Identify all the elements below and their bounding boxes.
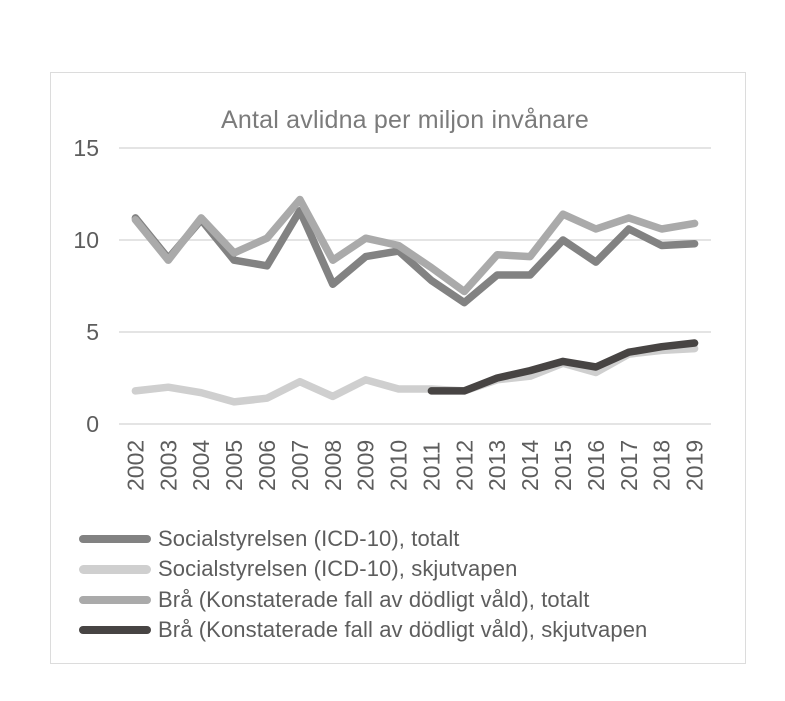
x-axis-tick-label: 2007 bbox=[287, 440, 313, 491]
legend-swatch-icon bbox=[79, 565, 151, 574]
legend-swatch-icon bbox=[79, 534, 151, 544]
line-plot: 0 5 10 15 2002 2003 2004 2005 2006 2007 2008 2009 20… bbox=[73, 135, 711, 491]
chart-frame: Antal avlidna per miljon invånare 0 5 10 15… bbox=[50, 72, 746, 664]
legend-label: Brå (Konstaterade fall av dödligt våld),… bbox=[158, 586, 590, 612]
x-axis-tick-label: 2002 bbox=[122, 440, 148, 491]
series-line-4 bbox=[427, 339, 699, 395]
x-axis-tick-label: 2004 bbox=[188, 440, 214, 491]
series-line-2 bbox=[131, 344, 699, 406]
x-axis-tick-label: 2014 bbox=[517, 440, 543, 491]
chart-legend: Socialstyrelsen (ICD-10), totalt Socialst… bbox=[79, 524, 729, 654]
chart-title: Antal avlidna per miljon invånare bbox=[221, 106, 589, 134]
series-line-3 bbox=[131, 195, 699, 296]
legend-swatch-icon bbox=[79, 625, 151, 635]
y-axis-tick-label: 0 bbox=[86, 411, 99, 437]
y-axis-tick-label: 10 bbox=[73, 227, 99, 253]
x-axis-tick-label: 2012 bbox=[451, 440, 477, 491]
x-axis-tick-label: 2019 bbox=[682, 440, 708, 491]
x-axis-tick-label: 2003 bbox=[155, 440, 181, 491]
legend-item: Socialstyrelsen (ICD-10), totalt bbox=[79, 524, 460, 554]
legend-label: Socialstyrelsen (ICD-10), totalt bbox=[158, 526, 460, 551]
x-axis-tick-label: 2016 bbox=[583, 440, 609, 491]
x-axis-tick-label: 2009 bbox=[353, 440, 379, 491]
x-axis-tick-label: 2013 bbox=[484, 440, 510, 491]
y-axis-tick-label: 15 bbox=[73, 135, 99, 161]
x-axis-tick-label: 2008 bbox=[320, 440, 346, 491]
x-axis-tick-label: 2011 bbox=[418, 442, 444, 491]
legend-label: Brå (Konstaterade fall av dödligt våld),… bbox=[158, 617, 648, 643]
x-axis-tick-label: 2010 bbox=[386, 440, 412, 491]
y-axis-tick-label: 5 bbox=[86, 319, 99, 345]
legend-item: Socialstyrelsen (ICD-10), skjutvapen bbox=[79, 554, 517, 584]
x-axis-tick-label: 2015 bbox=[550, 440, 576, 491]
legend-item: Brå (Konstaterade fall av dödligt våld),… bbox=[79, 615, 647, 645]
x-axis-tick-label: 2017 bbox=[616, 440, 642, 491]
x-axis-tick-label: 2018 bbox=[649, 440, 675, 491]
legend-label: Socialstyrelsen (ICD-10), skjutvapen bbox=[158, 556, 518, 582]
x-axis-tick-label: 2006 bbox=[254, 440, 280, 491]
x-axis-tick-label: 2005 bbox=[221, 440, 247, 491]
legend-item: Brå (Konstaterade fall av dödligt våld),… bbox=[79, 585, 590, 615]
legend-swatch-icon bbox=[79, 595, 151, 605]
series-line-1 bbox=[131, 206, 699, 307]
